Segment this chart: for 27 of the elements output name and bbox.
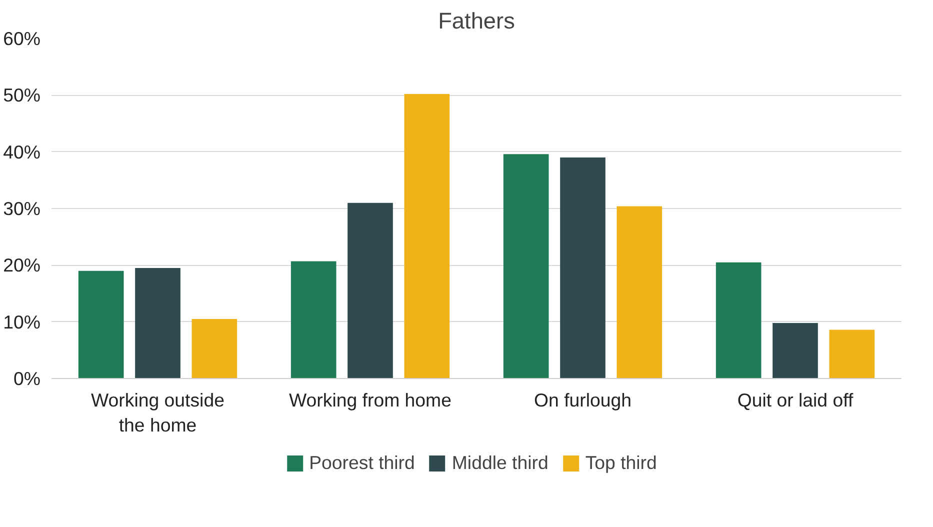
bar xyxy=(829,330,875,378)
bar xyxy=(616,206,662,378)
bar xyxy=(503,154,549,378)
legend-label: Top third xyxy=(585,452,657,474)
y-tick-label: 0% xyxy=(14,368,41,389)
bar xyxy=(716,262,762,378)
x-tick-label: Working from home xyxy=(289,390,452,410)
bar xyxy=(78,270,124,378)
y-tick-label: 10% xyxy=(3,311,41,332)
x-tick-label: Working outside the home xyxy=(91,390,224,436)
bar xyxy=(290,261,336,378)
bar xyxy=(135,268,180,378)
bar xyxy=(192,319,238,378)
y-tick-label: 50% xyxy=(3,84,41,106)
x-tick-label: Quit or laid off xyxy=(737,390,854,410)
legend-label: Middle third xyxy=(452,452,548,474)
y-tick-label: 20% xyxy=(3,254,41,276)
bar xyxy=(404,94,450,378)
y-tick-label: 30% xyxy=(3,198,41,219)
x-tick-label: On furlough xyxy=(534,390,632,410)
y-tick-label: 40% xyxy=(3,141,41,162)
bar xyxy=(560,158,606,378)
y-tick-label: 60% xyxy=(3,28,41,49)
chart-title: Fathers xyxy=(438,8,515,34)
legend-label: Poorest third xyxy=(309,452,415,474)
bar xyxy=(772,322,818,378)
bar xyxy=(348,202,393,378)
